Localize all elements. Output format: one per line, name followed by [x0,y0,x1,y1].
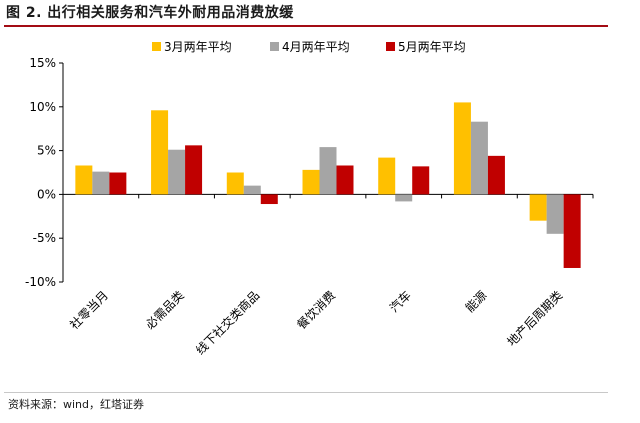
x-tick-label: 必需品类 [143,288,187,332]
legend-swatch [270,42,279,51]
bar [378,157,396,195]
bar [260,194,278,205]
x-tick-label: 汽车 [386,288,414,316]
bar [336,165,354,195]
bar [226,172,244,195]
bar [243,185,261,195]
bar [453,102,471,195]
y-axis: -10% -5% 0% 5% 10% 15% [25,56,64,289]
chart-title: 图 2. 出行相关服务和汽车外耐用品消费放缓 [6,5,294,21]
bar [92,171,110,195]
bar [75,165,93,195]
legend: 3月两年平均 4月两年平均 5月两年平均 [152,40,466,54]
y-tick-label: 10% [29,100,56,114]
bar [185,145,203,195]
bar [395,194,413,202]
bars [75,102,581,268]
bar [109,172,127,195]
legend-label: 3月两年平均 [164,40,232,54]
x-axis: 社零当月 必需品类 线下社交类商品 餐饮消费 汽车 能源 地产后周期类 [62,193,594,358]
legend-swatch [386,42,395,51]
bar [487,155,505,195]
bar [168,149,186,195]
title-underline [4,25,608,27]
bar [529,194,547,221]
x-tick-label: 线下社交类商品 [192,288,262,358]
source-divider [4,392,608,393]
x-tick-label: 地产后周期类 [504,288,565,349]
bar [563,194,581,268]
x-tick-label: 餐饮消费 [294,288,339,333]
bar-chart: 3月两年平均 4月两年平均 5月两年平均 -10% -5% 0% 5% 10% 15% 社零当… [25,40,594,358]
y-tick-label: 0% [37,187,56,201]
source-note: 资料来源：wind，红塔证券 [8,398,145,411]
bar [151,110,169,195]
legend-label: 4月两年平均 [282,40,350,54]
y-tick-label: -5% [33,231,56,245]
x-tick-label: 能源 [463,288,490,315]
x-tick-label: 社零当月 [66,288,111,333]
y-tick-label: 15% [29,56,56,70]
bar [319,147,337,195]
bar [470,121,488,195]
bar [546,194,564,234]
legend-swatch [152,42,161,51]
y-tick-label: -10% [25,275,56,289]
bar [302,169,320,195]
bar [412,166,430,195]
y-tick-label: 5% [37,144,56,158]
legend-label: 5月两年平均 [398,40,466,54]
